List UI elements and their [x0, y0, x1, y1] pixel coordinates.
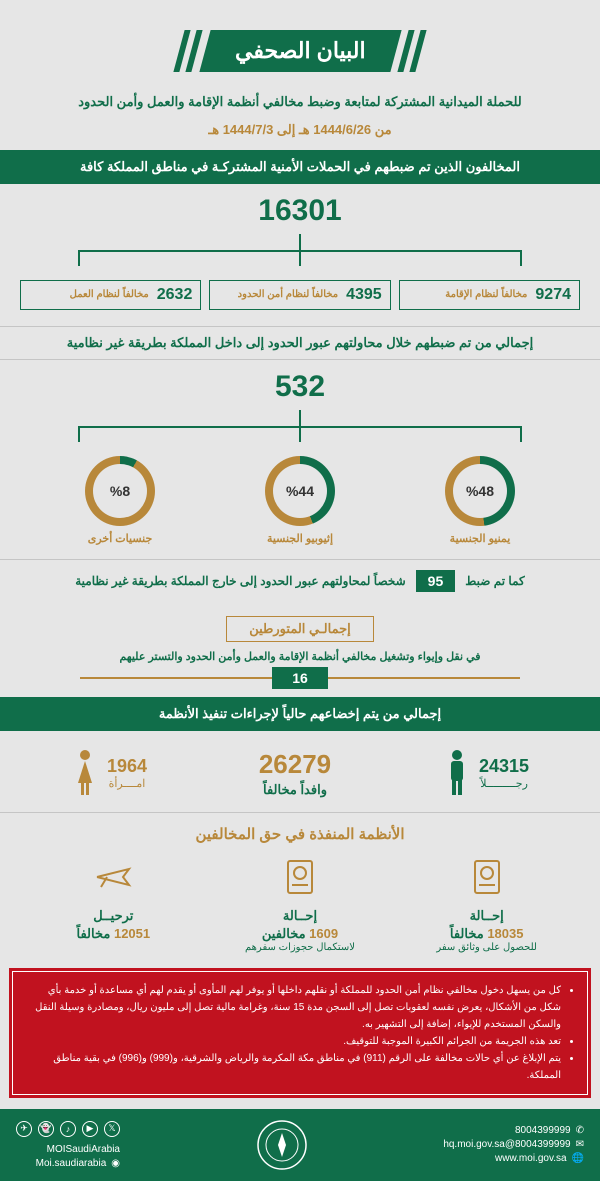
men-stat: 24315 رجـــــــــلاً: [443, 749, 529, 797]
footer-contact: ✆8004399999 ✉8004399999@hq.moi.gov.sa 🌐w…: [443, 1125, 584, 1164]
section2-total: 532: [0, 360, 600, 410]
warning-bullet: يتم الإبلاغ عن أي حالات مخالفة على الرقم…: [25, 1050, 561, 1084]
section1-total: 16301: [0, 184, 600, 234]
breakdown-item: 4395مخالفاً لنظام أمن الحدود: [209, 280, 390, 310]
tree-connector-2: [0, 410, 600, 456]
header: البيان الصحفي: [0, 0, 600, 87]
tree-connector: [0, 234, 600, 280]
phone-icon: ✆: [576, 1125, 584, 1136]
section1-bar: المخالفون الذين تم ضبطهم في الحملات الأم…: [0, 150, 600, 184]
involved-num: 16: [272, 667, 328, 689]
procedures-bar: إجمالي من يتم إخضاعهم حالياً لإجراءات تن…: [0, 697, 600, 731]
instagram-icon: ◉: [111, 1158, 120, 1169]
man-icon: [443, 749, 471, 797]
moi-logo: [256, 1119, 308, 1171]
outgoing-num: 95: [416, 570, 456, 592]
infographic-page: البيان الصحفي للحملة الميدانية المشتركة …: [0, 0, 600, 1181]
twitter-icon: 𝕏: [104, 1121, 120, 1137]
warning-bullet: تعد هذه الجريمة من الجرائم الكبيرة الموج…: [25, 1033, 561, 1050]
woman-icon: [71, 749, 99, 797]
warning-box: كل من يسهل دخول مخالفي نظام أمن الحدود ل…: [12, 971, 588, 1095]
total-stat: 26279 وافداً مخالفاً: [259, 749, 331, 798]
youtube-icon: ▶: [82, 1121, 98, 1137]
section2-bar: إجمالي من تم ضبطهم خلال محاولتهم عبور ال…: [0, 326, 600, 360]
involved-section: إجمالـي المتورطين في نقل وإيواء وتشغيل م…: [0, 602, 600, 697]
warning-bullet: كل من يسهل دخول مخالفي نظام أمن الحدود ل…: [25, 982, 561, 1033]
action-item: إحــالة 18035 مخالفاً للحصول على وثائق س…: [393, 857, 580, 953]
outgoing-row: كما تم ضبط 95 شخصاً لمحاولتهم عبور الحدو…: [0, 559, 600, 602]
telegram-icon: ✈: [16, 1121, 32, 1137]
pie-item: %48 يمنيو الجنسية: [445, 456, 515, 545]
actions-title: الأنظمة المنفذة في حق المخالفين: [0, 812, 600, 857]
intro-text: للحملة الميدانية المشتركة لمتابعة وضبط م…: [0, 87, 600, 118]
globe-icon: 🌐: [572, 1153, 584, 1164]
people-row: 24315 رجـــــــــلاً 26279 وافداً مخالفا…: [0, 731, 600, 812]
breakdown-row: 9274مخالفاً لنظام الإقامة 4395مخالفاً لن…: [0, 280, 600, 326]
footer: ✆8004399999 ✉8004399999@hq.moi.gov.sa 🌐w…: [0, 1109, 600, 1181]
action-item: ترحيــل 12051 مخالفاً: [20, 857, 207, 953]
passport-icon: [467, 857, 507, 897]
women-stat: 1964 امــــرأة: [71, 749, 147, 797]
actions-row: إحــالة 18035 مخالفاً للحصول على وثائق س…: [0, 857, 600, 971]
breakdown-item: 2632مخالفاً لنظام العمل: [20, 280, 201, 310]
action-item: إحــالة 1609 مخالفين لاستكمال حجوزات سفر…: [207, 857, 394, 953]
tiktok-icon: ♪: [60, 1121, 76, 1137]
date-range: من 1444/6/26 هـ إلى 1444/7/3 هـ: [0, 118, 600, 150]
email-icon: ✉: [576, 1139, 584, 1150]
passport-icon: [280, 857, 320, 897]
snapchat-icon: 👻: [38, 1121, 54, 1137]
pie-row: %48 يمنيو الجنسية %44 إثيوبيو الجنسية %8…: [0, 456, 600, 559]
pie-item: %44 إثيوبيو الجنسية: [265, 456, 335, 545]
involved-title: إجمالـي المتورطين: [226, 616, 374, 642]
main-title: البيان الصحفي: [199, 30, 401, 72]
plane-icon: [93, 857, 133, 897]
footer-social: 𝕏 ▶ ♪ 👻 ✈ MOISaudiArabia ◉Moi.saudiarabi…: [16, 1121, 120, 1169]
breakdown-item: 9274مخالفاً لنظام الإقامة: [399, 280, 580, 310]
pie-item: %8 جنسيات أخرى: [85, 456, 155, 545]
